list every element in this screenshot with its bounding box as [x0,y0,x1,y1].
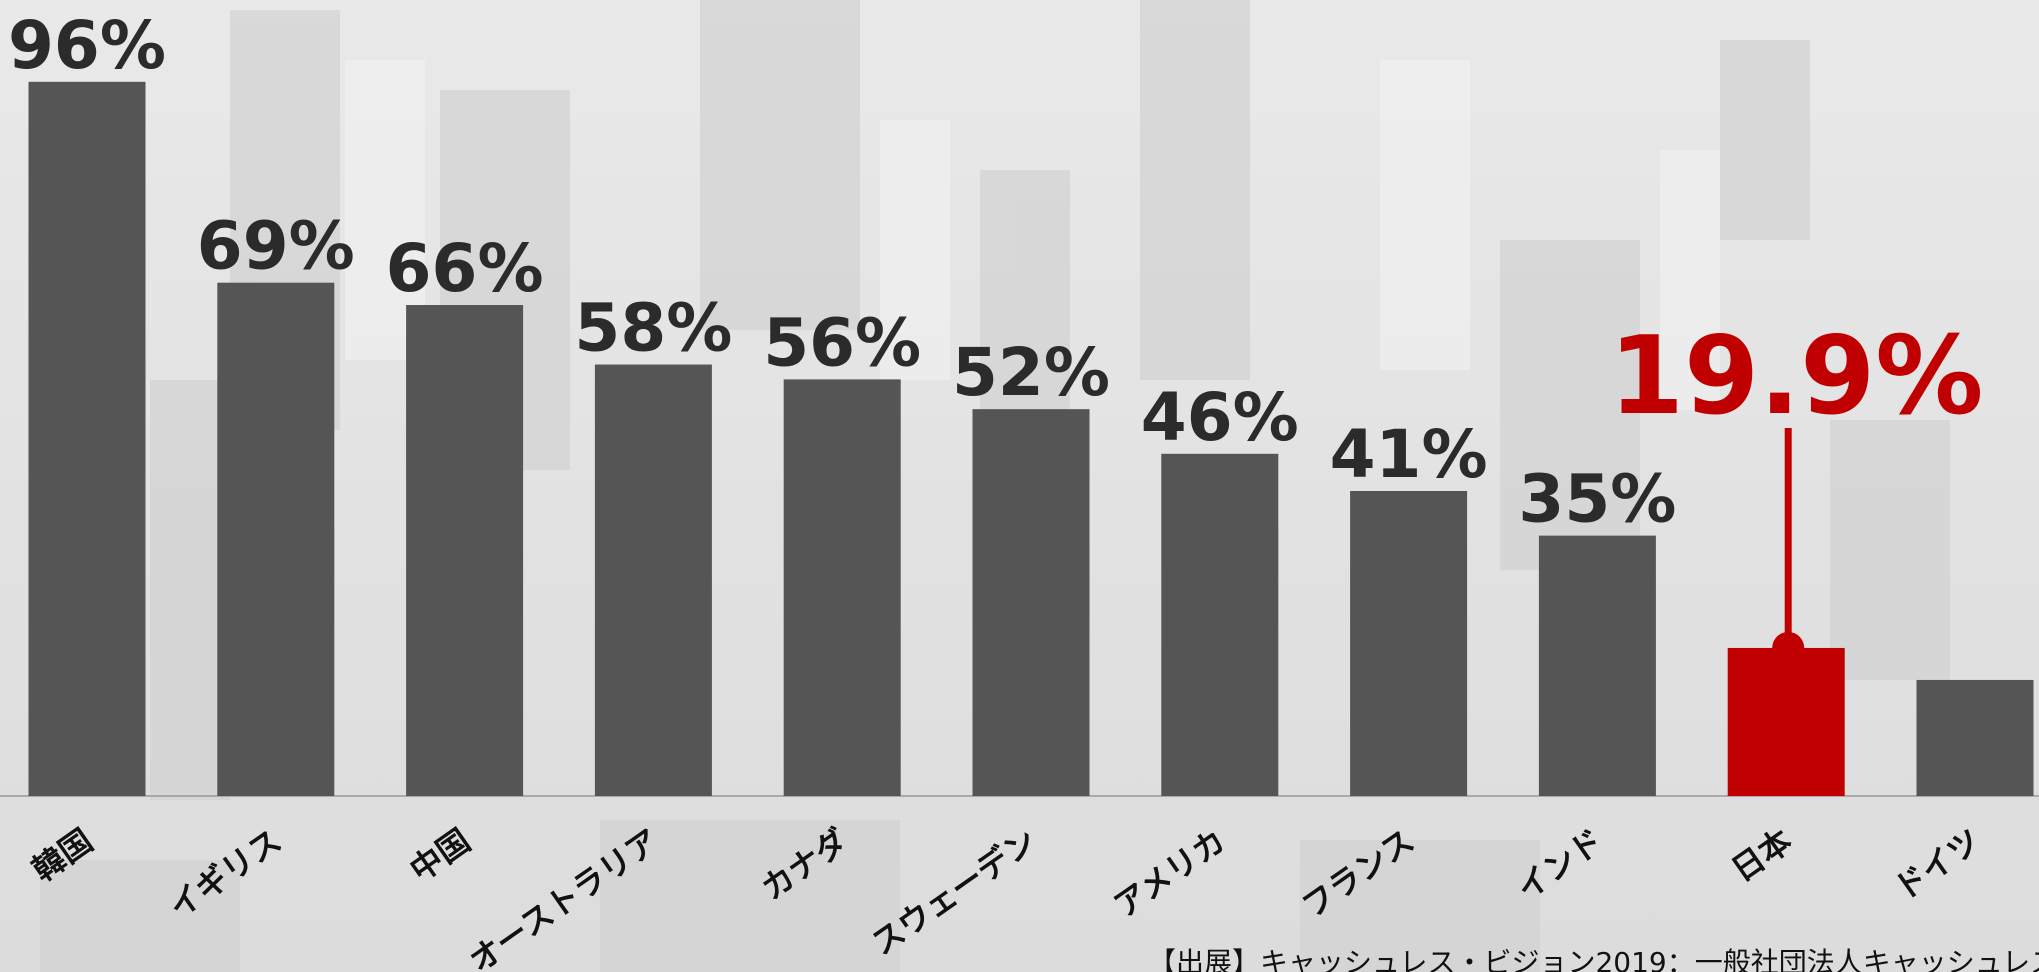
callout-dot [1772,631,1805,664]
bar [1161,453,1279,796]
value-label: 52% [952,334,1110,411]
source-note: 【出展】キャッシュレス・ビジョン2019：一般社団法人キャッシュレス推進協 [1148,946,2039,972]
bar [594,364,712,796]
value-label: 69% [197,208,355,285]
value-label: 66% [386,230,544,307]
cityscape-light [345,60,1720,410]
value-label: 19.9% [1609,314,1984,439]
bar [1350,490,1468,796]
bar [406,305,524,796]
value-label: 58% [574,290,732,367]
bar [217,282,335,796]
cityscape [40,0,1950,972]
value-label: 46% [1141,379,1299,456]
bar [783,379,901,796]
bar [1727,647,1845,796]
value-label: 35% [1518,461,1676,538]
bar [1916,679,2034,796]
value-label: 41% [1330,416,1488,493]
bar [28,81,146,796]
bar [1538,535,1656,796]
bar [972,409,1090,796]
value-label: 96% [8,7,166,84]
value-label: 56% [763,304,921,381]
